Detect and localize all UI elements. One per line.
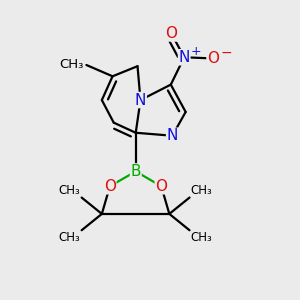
Text: N: N	[135, 93, 146, 108]
Text: +: +	[191, 45, 201, 58]
Text: O: O	[165, 26, 177, 41]
Text: N: N	[178, 50, 190, 65]
Text: CH₃: CH₃	[191, 184, 212, 197]
Text: N: N	[167, 128, 178, 143]
Text: −: −	[220, 46, 232, 60]
Text: CH₃: CH₃	[60, 58, 84, 71]
Text: CH₃: CH₃	[59, 184, 80, 197]
Text: CH₃: CH₃	[191, 231, 212, 244]
Text: CH₃: CH₃	[59, 231, 80, 244]
Text: O: O	[155, 179, 167, 194]
Text: O: O	[207, 51, 219, 66]
Text: O: O	[104, 179, 116, 194]
Text: B: B	[130, 164, 141, 179]
